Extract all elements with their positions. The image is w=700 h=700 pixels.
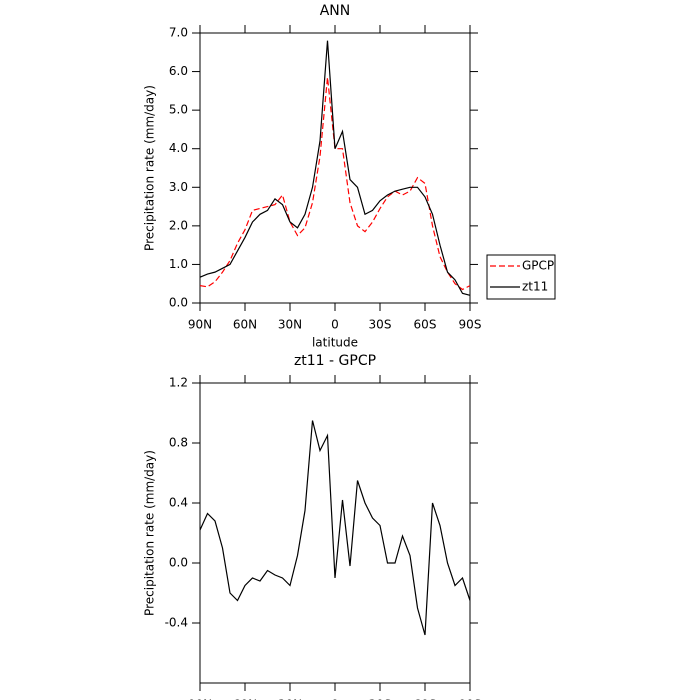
y-tick-label: 1.0	[169, 257, 188, 271]
y-tick-label: 0.4	[169, 496, 188, 510]
x-tick-label: 30S	[369, 698, 392, 700]
x-tick-label: 60S	[414, 318, 437, 332]
data-line	[199, 420, 471, 636]
y-tick-label: 7.0	[169, 26, 188, 40]
y-tick-label: 4.0	[169, 141, 188, 155]
plot-frame	[199, 382, 471, 684]
chart-title: ANN	[320, 3, 351, 19]
y-tick-label: 0.8	[169, 436, 188, 450]
y-axis-label: Precipitation rate (mm/day)	[143, 450, 157, 616]
x-axis-label: latitude	[312, 336, 358, 350]
x-tick-label: 60S	[414, 698, 437, 700]
x-tick-label: 60N	[233, 318, 257, 332]
y-tick-label: 2.0	[169, 218, 188, 232]
x-tick-label: 60N	[233, 698, 257, 700]
y-tick-label: -0.4	[165, 616, 188, 630]
data-line	[199, 77, 471, 291]
y-tick-label: 6.0	[169, 64, 188, 78]
y-tick-label: 3.0	[169, 180, 188, 194]
x-tick-label: 0	[331, 318, 339, 332]
y-tick-label: 1.2	[169, 376, 188, 390]
x-tick-label: 90N	[188, 318, 212, 332]
plot-frame	[199, 32, 471, 304]
y-axis-label: Precipitation rate (mm/day)	[143, 85, 157, 251]
chart-title: zt11 - GPCP	[294, 353, 376, 369]
x-tick-label: 90N	[188, 698, 212, 700]
x-tick-label: 30N	[278, 698, 302, 700]
y-tick-label: 5.0	[169, 103, 188, 117]
x-tick-label: 30N	[278, 318, 302, 332]
legend-label: GPCP	[522, 259, 554, 273]
y-tick-label: 0.0	[169, 556, 188, 570]
legend-box	[486, 254, 556, 300]
x-tick-label: 90S	[459, 318, 482, 332]
x-tick-label: 30S	[369, 318, 392, 332]
x-tick-label: 0	[331, 698, 339, 700]
data-line	[199, 40, 471, 296]
x-tick-label: 90S	[459, 698, 482, 700]
legend-label: zt11	[522, 280, 548, 294]
y-tick-label: 0.0	[169, 296, 188, 310]
